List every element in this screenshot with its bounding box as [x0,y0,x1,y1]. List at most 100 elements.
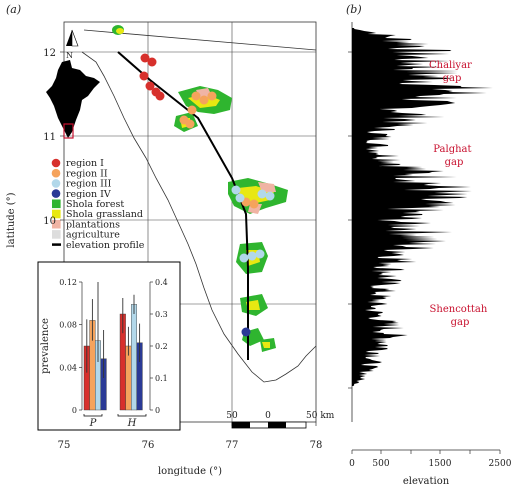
scale-label-left: 50 [226,411,238,421]
sample-point [139,71,149,81]
legend-item: plantations [52,219,120,230]
legend-item: agriculture [52,230,120,241]
inset-left-tick-label: 0.04 [59,363,77,372]
profile-lat-ticks [348,51,352,389]
sample-points-region-4 [241,327,251,337]
scale-bar: 50 0 50 km [226,411,335,429]
sample-point [265,191,275,201]
inset-right-tick-label: 0.4 [155,278,168,287]
sample-point [207,91,217,101]
scale-label-mid: 0 [265,411,271,421]
legend-label: elevation profile [66,240,145,251]
elevation-profile-line [117,51,249,360]
sample-point [147,57,157,67]
longitude-label: longitude (°) [158,466,222,477]
legend-item: region III [51,179,112,190]
inset-left-tick-label: 0.12 [59,278,77,287]
inset-bar-chart: 0 0.04 0.08 0.12 0 0.1 0.2 0.3 0.4 prevalence P… [37,261,181,431]
gap-label-line: gap [451,317,470,328]
legend-swatch [52,219,61,229]
sample-point [249,199,259,209]
sample-point [247,251,257,261]
sample-point [255,249,265,259]
inset-chart-frame [37,261,181,431]
gap-label-palghat: Palghat gap [433,144,474,168]
gap-label-shencottah: Shencottah gap [430,304,491,328]
legend-swatch [52,230,61,239]
lon-tick-label: 76 [142,440,155,451]
sample-point [199,95,209,105]
sample-point [191,91,201,101]
legend-item: region IV [51,189,111,200]
lon-tick-label: 77 [226,440,239,451]
elevation-ticks: 0 500 1500 2500 [349,450,512,469]
legend-item: Shola grassland [52,209,143,220]
legend-label: region I [66,158,104,169]
legend-swatch [51,158,61,168]
north-label: N [66,51,73,60]
inset-left-tick-label: 0 [72,406,77,415]
panel-b-label: (b) [346,3,362,16]
elev-tick-label: 0 [349,459,355,469]
legend-item: region II [51,168,108,179]
inset-right-ticks: 0 0.1 0.2 0.3 0.4 [150,278,168,415]
elevation-label: elevation [403,476,450,487]
sample-point [140,53,150,63]
inset-right-tick-label: 0.3 [155,310,168,319]
elev-tick-label: 1500 [429,459,452,469]
lat-tick-label: 12 [43,48,56,59]
elev-tick-label: 500 [372,459,389,469]
gap-label-line: Shencottah [430,304,488,315]
lat-tick-label: 11 [43,132,56,143]
coastline [81,51,317,383]
gap-label-line: Palghat [433,144,471,155]
sample-point [241,327,251,337]
inset-right-tick-label: 0.2 [155,342,168,351]
latitude-label: latitude (°) [6,192,17,247]
sample-points-region-1 [139,53,165,101]
sample-points-region-3 [231,185,275,263]
legend-item: Shola forest [52,199,124,210]
elevation-profile-area [352,28,493,386]
sample-point [145,81,155,91]
legend-label: plantations [66,219,120,230]
legend-swatch [51,179,61,188]
legend-swatch [52,199,61,209]
legend-item: region I [51,158,104,169]
legend-label: Shola grassland [66,209,143,220]
inset-right-tick-label: 0 [155,406,160,415]
india-inset-map [46,60,100,139]
sample-points-region-2 [179,91,259,209]
gap-label-line: Chaliyar [429,60,472,71]
group-bracket-p [83,414,103,417]
legend-item: elevation profile [52,240,145,251]
gap-label-chaliyar: Chaliyar gap [429,60,475,84]
sample-point [185,119,195,129]
sample-point [235,193,245,203]
sample-point [187,105,197,115]
sample-point [239,253,249,263]
legend-label: Shola forest [66,199,124,210]
sample-point [257,189,267,199]
group-bracket-h [117,414,147,417]
study-area-box [63,123,74,139]
inset-left-ticks: 0 0.04 0.08 0.12 [59,278,82,415]
state-border-north [83,29,317,51]
legend-label: region II [66,168,108,179]
gap-label-line: gap [445,157,464,168]
panel-a-label: (a) [6,3,21,16]
group-label-p: P [89,418,97,429]
legend-label: agriculture [66,230,120,241]
inset-ylabel: prevalence [40,318,51,374]
inset-bars [83,282,143,411]
sample-point [155,91,165,101]
lon-tick-label: 78 [310,440,323,451]
lat-tick-label: 10 [43,216,56,227]
group-label-h: H [127,418,137,429]
elev-tick-label: 2500 [489,459,512,469]
inset-bar [130,304,137,411]
legend-swatch [52,209,61,219]
map-frame [63,21,317,423]
legend-swatch [51,189,61,198]
